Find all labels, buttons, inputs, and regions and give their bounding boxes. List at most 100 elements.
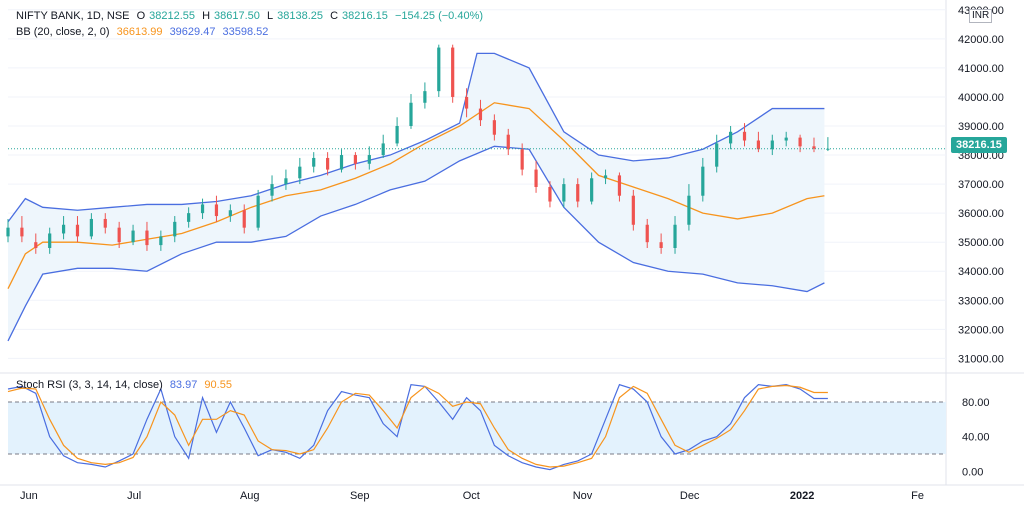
symbol-label: NIFTY BANK, 1D, NSE	[16, 10, 130, 22]
candle-body	[409, 102, 413, 126]
candle-body	[534, 169, 538, 187]
candle-body	[520, 149, 524, 170]
candle-body	[214, 204, 219, 217]
candle-body	[395, 126, 399, 144]
candle-body	[103, 218, 107, 228]
high-value: 38617.50	[214, 10, 260, 22]
candle-body	[603, 175, 608, 179]
stoch-axis[interactable]: 0.00 40.00 80.00	[962, 397, 990, 478]
stoch-tick-label: 80.00	[962, 397, 990, 409]
time-tick-label: Jul	[127, 490, 141, 502]
candle-body	[729, 131, 733, 144]
bb-upper-line	[7, 52, 825, 223]
candle-body	[617, 175, 622, 196]
candle-body	[478, 108, 483, 121]
bb-label: BB (20, close, 2, 0)	[16, 26, 110, 38]
candle-body	[89, 218, 93, 237]
bb-legend: BB (20, close, 2, 0) 36613.99 39629.47 3…	[16, 25, 272, 39]
candle-body	[256, 195, 260, 228]
candle-body	[75, 224, 80, 237]
candle-body	[784, 137, 788, 141]
candle-body	[742, 131, 747, 141]
time-axis[interactable]: Jun Jul Aug Sep Oct Nov Dec 2022 Fe	[20, 490, 924, 502]
price-axis[interactable]: 31000.00 32000.00 33000.00 34000.00 35000.00…	[958, 5, 1004, 366]
candle-body	[701, 166, 705, 196]
candle-body	[353, 155, 358, 164]
candle-body	[339, 155, 344, 170]
price-tick-label: 34000.00	[958, 266, 1004, 278]
stoch-label: Stoch RSI (3, 3, 14, 14, close)	[16, 379, 163, 391]
candle-body	[770, 140, 774, 150]
stoch-band-fill	[8, 402, 946, 454]
candle-body	[423, 91, 427, 103]
candle-body	[284, 178, 288, 185]
bb-upper-value: 39629.47	[169, 26, 216, 38]
bb-middle-line	[7, 102, 825, 289]
bb-lower-value: 33598.52	[222, 26, 269, 38]
candle-body	[298, 166, 302, 179]
candle-body	[437, 47, 441, 92]
candle-body	[48, 233, 52, 248]
candle-body	[173, 221, 177, 237]
candle-body	[326, 157, 330, 170]
candle-body	[590, 178, 594, 202]
candle-body	[228, 210, 232, 217]
time-tick-label: Dec	[680, 490, 700, 502]
stoch-rsi-pane[interactable]	[7, 383, 946, 471]
candle-body	[6, 227, 10, 237]
stoch-tick-label: 40.00	[962, 432, 990, 444]
candle-body	[312, 157, 316, 167]
stoch-k-value: 83.97	[169, 379, 198, 391]
price-pane[interactable]	[6, 44, 946, 342]
candle-body	[631, 195, 635, 225]
candle-body	[464, 96, 469, 109]
currency-label[interactable]: INR	[969, 9, 993, 23]
candle-body	[20, 227, 24, 237]
price-tick-label: 41000.00	[958, 63, 1004, 75]
stoch-d-line	[7, 384, 828, 468]
candle-body	[492, 120, 496, 135]
low-label: L	[266, 10, 274, 22]
price-tick-label: 32000.00	[958, 324, 1004, 336]
stoch-legend: Stoch RSI (3, 3, 14, 14, close) 83.97 90…	[16, 378, 236, 392]
candle-body	[131, 230, 135, 243]
high-label: H	[202, 10, 211, 22]
candle-body	[826, 148, 830, 150]
candle-body	[756, 140, 760, 150]
price-tick-label: 36000.00	[958, 208, 1004, 220]
candle-body	[159, 236, 163, 246]
candle-body	[673, 224, 677, 248]
candle-body	[562, 184, 566, 202]
candle-body	[367, 155, 371, 164]
last-price-badge: 38216.15	[951, 137, 1007, 153]
price-tick-label: 38000.00	[958, 150, 1004, 162]
open-value: 38212.55	[149, 10, 196, 22]
time-tick-label: Nov	[573, 490, 593, 502]
candle-body	[645, 224, 649, 243]
time-tick-label: Jun	[20, 490, 38, 502]
time-tick-label: Oct	[463, 490, 480, 502]
bb-middle-value: 36613.99	[116, 26, 163, 38]
price-tick-label: 37000.00	[958, 179, 1004, 191]
candle-body	[812, 146, 816, 149]
time-tick-label: Fe	[911, 490, 924, 502]
price-tick-label: 40000.00	[958, 92, 1004, 104]
candle-body	[506, 134, 510, 150]
close-value: 38216.15	[342, 10, 388, 22]
candle-body	[715, 143, 719, 167]
price-tick-label: 35000.00	[958, 237, 1004, 249]
stoch-tick-label: 0.00	[962, 466, 983, 478]
candle-body	[117, 227, 121, 243]
candle-body	[61, 224, 66, 234]
candle-body	[270, 184, 274, 196]
candle-body	[34, 242, 38, 248]
candle-body	[798, 137, 802, 147]
bb-fill	[8, 53, 825, 341]
time-tick-label: Sep	[350, 490, 370, 502]
open-label: O	[136, 10, 146, 22]
time-tick-label: Aug	[240, 490, 260, 502]
symbol-legend: NIFTY BANK, 1D, NSE O 38212.55 H 38617.50 …	[16, 9, 487, 23]
candle-body	[576, 184, 580, 202]
price-tick-label: 31000.00	[958, 353, 1004, 365]
